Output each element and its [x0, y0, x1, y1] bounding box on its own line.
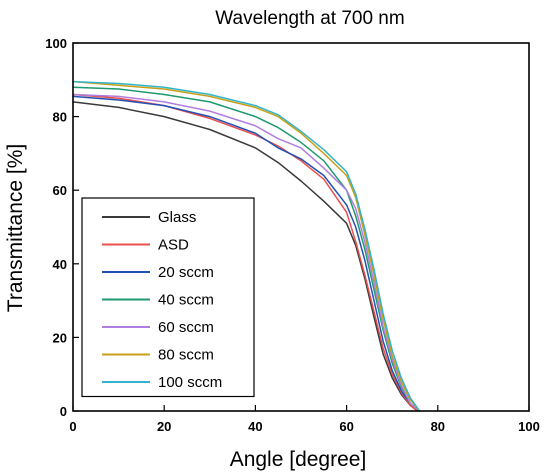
x-tick-label: 20 [157, 419, 171, 434]
series-line-20-sccm [72, 95, 421, 412]
legend: Glass ASD 20 sccm 40 sccm 60 sccm 80 sccm 100 … [81, 197, 255, 398]
legend-label-20-sccm: 20 sccm [158, 264, 214, 281]
series-layer [72, 80, 421, 412]
x-tick-label: 100 [518, 419, 540, 434]
chart-title: Wavelength at 700 nm [215, 8, 404, 29]
legend-label-40-sccm: 40 sccm [158, 292, 214, 309]
plot-frame [72, 42, 530, 412]
series-line-60-sccm [72, 93, 421, 412]
legend-label-100-sccm: 100 sccm [158, 374, 222, 391]
legend-box [81, 197, 255, 398]
legend-label-60-sccm: 60 sccm [158, 319, 214, 336]
x-tick-label: 0 [69, 419, 76, 434]
x-tick-label: 40 [248, 419, 262, 434]
y-tick-label: 0 [60, 404, 67, 419]
series-line-100-sccm [72, 80, 421, 412]
axis-ticks: 0 20 40 60 80 100 0 20 40 60 80 100 [45, 36, 540, 434]
x-tick-label: 80 [431, 419, 445, 434]
legend-label-80-sccm: 80 sccm [158, 347, 214, 364]
series-line-glass [72, 101, 421, 412]
x-axis-label: Angle [degree] [230, 448, 367, 471]
y-tick-label: 100 [45, 36, 67, 51]
y-tick-label: 20 [53, 330, 67, 345]
y-tick-label: 60 [53, 183, 67, 198]
x-tick-label: 60 [339, 419, 353, 434]
y-axis-label: Transmittance [%] [4, 144, 27, 312]
legend-label-glass: Glass [158, 209, 196, 226]
y-tick-label: 80 [53, 110, 67, 125]
legend-label-asd: ASD [158, 237, 189, 254]
series-line-asd [72, 93, 419, 412]
y-tick-label: 40 [53, 257, 67, 272]
series-line-80-sccm [72, 80, 421, 412]
